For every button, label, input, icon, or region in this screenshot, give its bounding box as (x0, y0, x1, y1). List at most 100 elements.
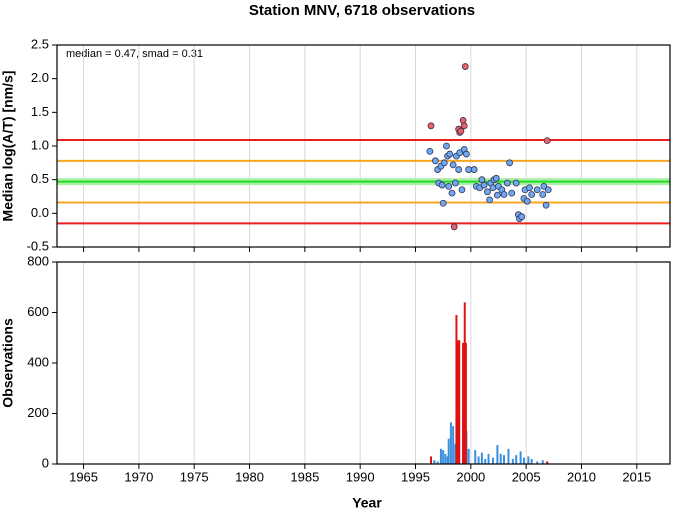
point (448, 189, 456, 197)
x-tick-label: 2005 (512, 469, 541, 484)
y-tick-label: 400 (27, 354, 49, 369)
point (480, 181, 488, 189)
point (544, 186, 552, 194)
bar (447, 438, 450, 464)
y-tick-label: 1.5 (31, 104, 49, 119)
y-tick-label: 0.0 (31, 205, 49, 220)
y-tick-label: -0.5 (27, 238, 49, 253)
x-tick-label: 2010 (567, 469, 596, 484)
point (456, 149, 464, 157)
bar (527, 456, 530, 464)
bar (464, 342, 467, 464)
x-tick-label: 1985 (290, 469, 319, 484)
bar (496, 445, 499, 464)
y-tick-label: 0.5 (31, 171, 49, 186)
bar (507, 448, 510, 464)
point (443, 142, 450, 150)
point (470, 166, 478, 173)
bar (446, 456, 449, 464)
point (451, 179, 459, 187)
plot-frame (56, 44, 671, 248)
point (446, 150, 454, 158)
bar (487, 453, 490, 464)
bar (449, 422, 452, 464)
point (459, 117, 467, 124)
x-tick-label: 2015 (622, 469, 651, 484)
point (489, 184, 497, 192)
x-tick-label: 2000 (456, 469, 485, 484)
bar (463, 302, 466, 464)
x-tick-label: 1965 (69, 469, 98, 484)
point (540, 182, 548, 190)
point (445, 182, 453, 190)
point (465, 166, 473, 173)
bar (433, 460, 436, 464)
point (503, 179, 511, 187)
point (457, 127, 465, 135)
bar (536, 461, 539, 464)
bar (457, 340, 460, 464)
point (542, 201, 550, 209)
point (528, 191, 536, 198)
bar (474, 450, 477, 464)
y-tick-label: 800 (27, 253, 49, 268)
y-tick-label: 600 (27, 304, 49, 319)
point (449, 161, 457, 169)
point (533, 186, 541, 194)
point (506, 159, 513, 167)
x-tick-label: 1975 (180, 469, 209, 484)
point (439, 199, 447, 207)
bar (444, 453, 447, 464)
bar (519, 451, 522, 464)
bar (462, 342, 465, 464)
bar (467, 448, 470, 464)
y-tick-label: 200 (27, 405, 49, 420)
point (455, 166, 463, 173)
point (460, 122, 468, 130)
point (539, 191, 547, 198)
point (438, 181, 446, 189)
point (508, 189, 516, 197)
bar (452, 426, 455, 464)
bar (503, 455, 506, 464)
bar (454, 443, 457, 464)
plot-frame (56, 261, 671, 465)
point (512, 179, 520, 187)
bar (436, 461, 439, 464)
x-axis-label: Year (352, 495, 382, 511)
point (486, 196, 494, 204)
point (484, 188, 491, 196)
point (543, 137, 551, 145)
bar (477, 456, 480, 464)
point (463, 150, 470, 158)
point (427, 122, 435, 130)
y-tick-label: 2.5 (31, 36, 49, 51)
point (426, 147, 434, 155)
point (461, 63, 469, 70)
point (500, 191, 508, 198)
point (458, 186, 466, 194)
bar (458, 340, 461, 464)
point (523, 197, 531, 205)
point (432, 157, 439, 165)
x-tick-label: 1990 (346, 469, 375, 484)
bar (499, 453, 502, 464)
y-tick-label: 1.0 (31, 137, 49, 152)
x-tick-label: 1970 (124, 469, 153, 484)
point (440, 159, 448, 167)
bar (541, 460, 544, 464)
bar (455, 315, 458, 464)
point (526, 184, 533, 192)
y-axis-label: Median log(A/T) [nm/s] (0, 71, 16, 222)
bar (439, 448, 442, 464)
y-tick-label: 0 (42, 455, 49, 470)
point (493, 191, 501, 199)
chart-title: Station MNV, 6718 observations (249, 2, 475, 19)
bar (484, 458, 487, 464)
bar (515, 455, 518, 464)
y-tick-label: 2.0 (31, 70, 49, 85)
bar (491, 457, 494, 464)
bar (546, 461, 549, 464)
bar (442, 450, 445, 464)
bar (522, 457, 525, 464)
